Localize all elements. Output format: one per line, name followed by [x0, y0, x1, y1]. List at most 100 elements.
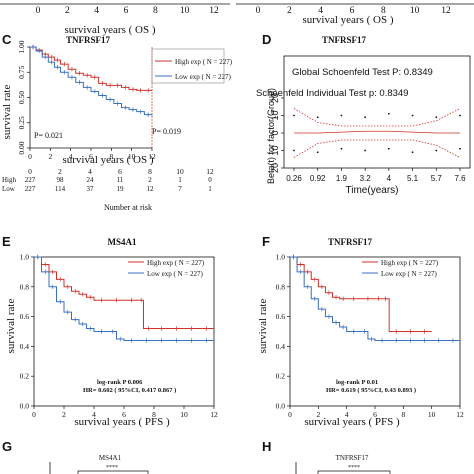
panel-g-gene: MS4A1	[99, 454, 122, 462]
panel-c-risk-value-1-5: 7	[178, 185, 182, 193]
panel-d-residual-upper-1	[316, 116, 319, 119]
panel-c-xtick-label-1: 2	[48, 152, 52, 161]
top-strip-tick-2: 4	[94, 6, 99, 16]
panel-d-xlabel: Time(years)	[346, 185, 399, 196]
panel-d-xtick-label-7: 7.6	[454, 174, 466, 183]
panel-f-axes: 0.0 0.2 0.4 0.6 0.8 1.0 0 2 4 6 8 10 12	[276, 253, 464, 420]
panel-e-xtick-label-3: 6	[122, 410, 126, 419]
panel-f-ytick-label-0: 0.0	[276, 402, 286, 411]
panel-c-letter: C	[2, 32, 12, 47]
panel-d-ci-upper	[293, 108, 461, 127]
panel-f-ytick-label-3: 0.6	[276, 312, 286, 321]
panel-c-risk-value-0-2: 24	[87, 176, 95, 184]
panel-d-residual-lower-5	[411, 151, 414, 154]
panel-c-xtick-label-4: 8	[109, 152, 113, 161]
panel-g: G MS4A1 ****	[2, 439, 149, 474]
panel-e-logrank: log-rank P 0.006	[97, 379, 143, 386]
panel-c-table-xtick-1: 2	[58, 167, 62, 176]
panel-e-curve-high	[34, 256, 214, 330]
panel-d-residual-upper-5	[411, 114, 414, 117]
panel-d-residual-lower-4	[387, 147, 390, 150]
panel-c: C TNFRSF17 survival rate 0.00 0.25 0.50 0.7…	[1, 32, 233, 212]
panel-f: F TNFRSF17 survival rate 0.0 0.2 0.4 0.6 0.8…	[257, 234, 464, 428]
panel-f-legend-low: Low exp ( N = 227)	[381, 270, 438, 278]
panel-c-table-xtick-5: 10	[176, 167, 184, 176]
panel-c-risk-table-label: Number at risk	[104, 203, 152, 212]
panel-h-gene: TNFRSF17	[336, 454, 369, 462]
panel-f-ytick-label-4: 0.8	[276, 282, 286, 291]
panel-d-ytick-label-0: 20	[270, 93, 280, 103]
panel-c-curve-high	[30, 46, 152, 91]
panel-g-sig: ****	[106, 465, 118, 471]
top-strip-ticks-left: 0 2 4 6 8 10 12	[36, 6, 219, 16]
panel-d-individual-test: Schoenfeld Individual Test p: 0.8349	[256, 88, 408, 99]
panel-d-fit-line	[294, 130, 460, 134]
top-strip-ticks-right: 0 2 4 6 8 10 12	[256, 6, 451, 16]
panel-d-residual-upper-4	[387, 112, 390, 115]
panel-d-plot-area	[293, 108, 461, 158]
top-strip-xlabel-left: survival years ( OS )	[64, 24, 155, 36]
panel-d-residual-lower-0	[293, 149, 295, 152]
panel-c-legend-high: High exp ( N = 227)	[175, 58, 233, 66]
panel-c-risk-value-1-0: 227	[25, 185, 36, 193]
panel-c-axes: 0.00 0.25 0.50 0.75 1.00 0 2 4 6 8 10 12	[17, 40, 225, 161]
panel-c-legend-box	[151, 48, 225, 84]
panel-e-hr: HR= 0.602 ( 95%CI, 0.417 0.867 )	[83, 387, 176, 394]
panel-c-risk-value-1-1: 114	[55, 185, 66, 193]
panel-d-ytick-label-3: 10	[270, 145, 280, 155]
panel-f-ytick-label-1: 0.2	[276, 372, 286, 381]
panel-e-letter: E	[2, 234, 11, 249]
panel-c-risk-value-0-4: 2	[148, 176, 152, 184]
top-strip-tick-2: 4	[318, 6, 323, 16]
panel-e-xtick-label-0: 0	[32, 410, 36, 419]
panel-d-ytick-label-2: 0	[270, 130, 280, 135]
panel-e-xtick-label-4: 8	[152, 410, 156, 419]
panel-d-letter: D	[262, 32, 271, 47]
panel-f-logrank: log-rank P 0.01	[336, 379, 378, 386]
panel-e-legend-low: Low exp ( N = 227)	[147, 270, 204, 278]
panel-d-gene: TNFRSF17	[322, 35, 367, 45]
top-strip-tick-3: 6	[350, 6, 355, 16]
panel-c-p-left: P= 0.021	[34, 131, 63, 140]
panel-f-xtick-label-0: 0	[288, 410, 292, 419]
panel-d-xtick-label-1: 0.92	[310, 174, 326, 183]
top-strip: 0 2 4 6 8 10 12 0 2 4 6 8 10 12 survival years ( OS …	[0, 3, 474, 36]
panel-c-risk-group-0: High	[2, 176, 17, 184]
panel-e-ytick-label-4: 0.8	[20, 282, 30, 291]
panel-c-curve-low	[30, 46, 153, 116]
panel-e-ytick-label-2: 0.4	[20, 342, 30, 351]
panel-f-ytick-label-2: 0.4	[276, 342, 286, 351]
top-strip-tick-5: 10	[410, 6, 420, 16]
panel-c-risk-value-0-0: 227	[25, 176, 36, 184]
panel-c-ytick-label-0: 0.00	[17, 141, 26, 154]
panel-c-risk-value-1-2: 37	[87, 185, 95, 193]
panel-d-residual-upper-2	[340, 114, 343, 117]
panel-e-ylabel: survival rate	[5, 299, 17, 354]
panel-c-risk-value-0-1: 98	[57, 176, 65, 184]
panel-e-ytick-label-1: 0.2	[20, 372, 30, 381]
panel-d-residual-upper-6	[435, 116, 438, 119]
panel-d-ytick-label-1: 10	[270, 110, 280, 120]
panel-h-letter: H	[262, 439, 271, 454]
panel-f-letter: F	[262, 234, 270, 249]
panel-e-ytick-label-3: 0.6	[20, 312, 30, 321]
panel-d-xtick-label-4: 4	[387, 174, 392, 183]
top-strip-tick-4: 8	[153, 6, 158, 16]
panel-d-ci-lower	[293, 139, 461, 158]
panel-f-ylabel: survival rate	[257, 299, 269, 354]
panel-c-xtick-label-2: 4	[69, 152, 73, 161]
panel-c-ytick-label-3: 0.75	[17, 65, 26, 78]
panel-c-ytick-label-1: 0.25	[17, 116, 26, 129]
panel-d-xtick-label-5: 5.1	[407, 174, 419, 183]
panel-e-axes: 0.0 0.2 0.4 0.6 0.8 1.0 0 2 4 6 8 10 12	[20, 253, 218, 420]
panel-c-risk-value-0-5: 1	[178, 176, 182, 184]
panel-f-xtick-label-3: 6	[373, 410, 377, 419]
panel-c-xtick-label-0: 0	[28, 152, 32, 161]
panel-f-xtick-label-4: 8	[401, 410, 405, 419]
panel-c-table-xtick-6: 12	[206, 167, 214, 176]
top-strip-tick-0: 0	[36, 6, 41, 16]
top-strip-tick-6: 12	[209, 6, 219, 16]
